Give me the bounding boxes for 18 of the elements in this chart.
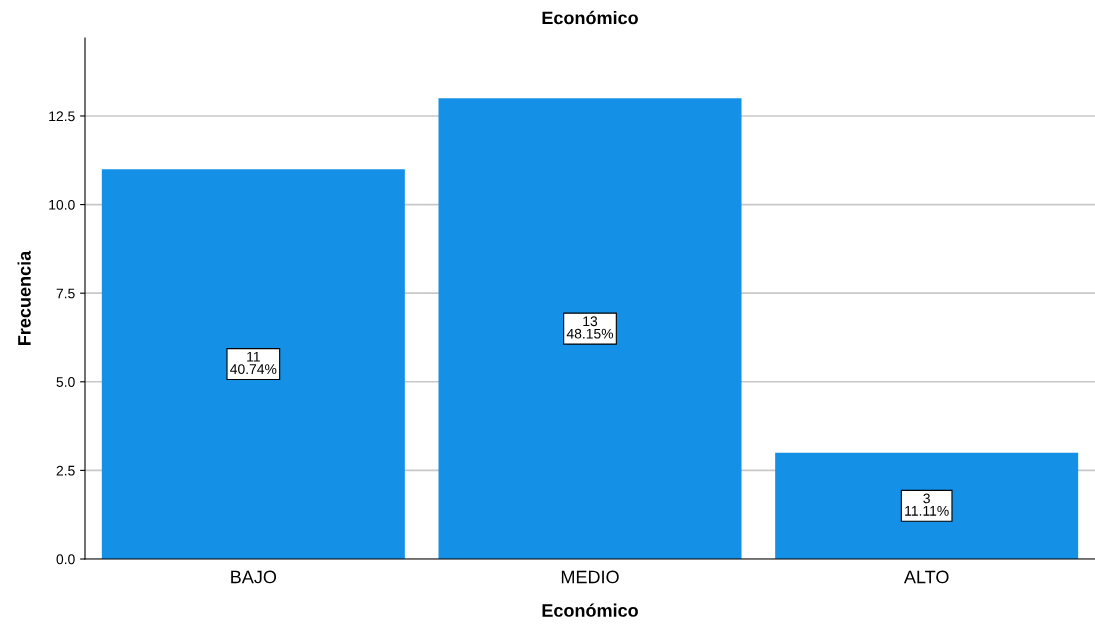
y-tick-label: 0.0 bbox=[56, 554, 75, 565]
data-label: 3 11.11% bbox=[905, 493, 949, 516]
y-tick-label: 5.0 bbox=[56, 377, 75, 387]
bar bbox=[775, 452, 1079, 559]
bar bbox=[438, 98, 742, 559]
chart-title: Económico bbox=[542, 10, 638, 25]
data-label: 13 48.15% bbox=[566, 316, 614, 339]
y-tick-label: 10.0 bbox=[49, 199, 75, 210]
y-tick-label: 7.5 bbox=[56, 288, 75, 299]
data-label: 11 40.74% bbox=[230, 351, 277, 375]
y-tick-label: 2.5 bbox=[56, 465, 75, 476]
x-tick-label: BAJO bbox=[231, 570, 277, 584]
x-axis-title: Económico bbox=[542, 603, 638, 617]
bar bbox=[101, 169, 405, 559]
x-tick-label: ALTO bbox=[903, 570, 949, 584]
y-axis-title: Frecuencia bbox=[17, 250, 31, 345]
x-tick-label: MEDIO bbox=[561, 570, 619, 584]
y-tick-label: 12.5 bbox=[49, 111, 75, 122]
